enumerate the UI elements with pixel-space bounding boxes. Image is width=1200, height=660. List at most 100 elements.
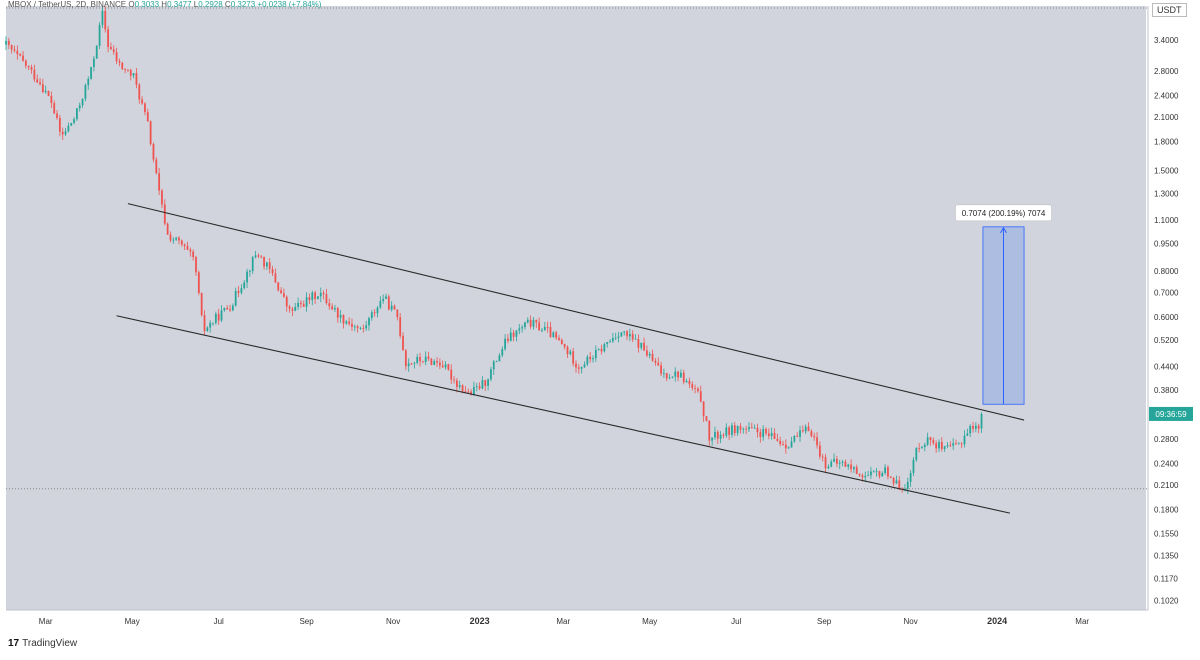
candle-body[interactable] xyxy=(654,360,657,363)
candle-body[interactable] xyxy=(858,473,861,476)
candle-body[interactable] xyxy=(915,448,918,460)
candle-body[interactable] xyxy=(498,355,501,362)
candle-body[interactable] xyxy=(631,334,634,340)
candle-body[interactable] xyxy=(336,307,339,318)
candle-body[interactable] xyxy=(526,319,529,323)
candle-body[interactable] xyxy=(623,331,626,333)
channel-lower-line[interactable] xyxy=(116,315,1010,514)
candle-body[interactable] xyxy=(212,322,214,324)
candle-body[interactable] xyxy=(801,430,804,432)
candle-body[interactable] xyxy=(884,467,887,474)
candle-body[interactable] xyxy=(345,321,348,324)
candle-body[interactable] xyxy=(813,436,816,438)
candle-body[interactable] xyxy=(70,122,73,126)
candle-body[interactable] xyxy=(611,338,614,342)
candle-body[interactable] xyxy=(575,363,577,368)
candle-body[interactable] xyxy=(328,303,331,307)
candle-body[interactable] xyxy=(246,271,248,283)
candle-body[interactable] xyxy=(640,342,643,348)
candle-body[interactable] xyxy=(311,292,314,301)
candle-body[interactable] xyxy=(974,425,977,429)
candle-body[interactable] xyxy=(688,380,691,385)
candle-body[interactable] xyxy=(793,436,796,442)
candle-body[interactable] xyxy=(660,365,662,374)
candle-body[interactable] xyxy=(421,361,424,363)
candle-body[interactable] xyxy=(501,349,504,356)
candle-body[interactable] xyxy=(705,416,708,421)
candle-body[interactable] xyxy=(283,293,285,297)
candle-body[interactable] xyxy=(118,61,121,63)
candle-body[interactable] xyxy=(183,244,186,247)
candle-body[interactable] xyxy=(589,356,592,360)
candle-body[interactable] xyxy=(909,472,912,482)
candle-body[interactable] xyxy=(980,413,983,429)
candle-body[interactable] xyxy=(325,294,328,304)
candle-body[interactable] xyxy=(308,297,311,301)
candle-body[interactable] xyxy=(966,433,969,436)
candle-body[interactable] xyxy=(572,351,575,364)
candle-body[interactable] xyxy=(268,262,271,270)
candle-body[interactable] xyxy=(597,348,600,350)
candle-body[interactable] xyxy=(810,431,813,437)
candle-body[interactable] xyxy=(563,344,566,347)
candle-body[interactable] xyxy=(835,458,838,464)
candle-body[interactable] xyxy=(314,292,317,299)
candle-body[interactable] xyxy=(677,371,679,378)
candle-body[interactable] xyxy=(935,443,938,449)
candle-body[interactable] xyxy=(41,84,44,93)
candle-body[interactable] xyxy=(351,323,353,327)
plot-background[interactable] xyxy=(6,6,1146,610)
candle-body[interactable] xyxy=(739,426,742,430)
candle-body[interactable] xyxy=(674,371,677,377)
candle-body[interactable] xyxy=(33,69,36,80)
candle-body[interactable] xyxy=(648,353,651,356)
candle-body[interactable] xyxy=(816,437,818,446)
candle-body[interactable] xyxy=(844,461,847,467)
candle-body[interactable] xyxy=(78,105,81,109)
candle-body[interactable] xyxy=(387,296,390,310)
candle-body[interactable] xyxy=(977,425,980,429)
channel-upper-line[interactable] xyxy=(127,203,1025,421)
candle-body[interactable] xyxy=(765,428,767,434)
candle-body[interactable] xyxy=(166,223,169,235)
candle-body[interactable] xyxy=(790,441,793,448)
candle-body[interactable] xyxy=(339,315,342,318)
candle-body[interactable] xyxy=(861,475,864,478)
candle-body[interactable] xyxy=(263,256,265,267)
candle-body[interactable] xyxy=(478,386,481,389)
candle-body[interactable] xyxy=(904,488,906,490)
candle-body[interactable] xyxy=(178,237,180,241)
candle-body[interactable] xyxy=(691,384,694,389)
candle-body[interactable] xyxy=(342,315,345,324)
candle-body[interactable] xyxy=(146,112,149,122)
candle-body[interactable] xyxy=(297,302,299,307)
candle-body[interactable] xyxy=(490,369,492,380)
candle-body[interactable] xyxy=(305,297,308,307)
candle-body[interactable] xyxy=(288,306,291,309)
candle-body[interactable] xyxy=(424,356,427,363)
candle-body[interactable] xyxy=(348,321,351,324)
candle-body[interactable] xyxy=(943,446,946,449)
candle-body[interactable] xyxy=(407,363,410,367)
candle-body[interactable] xyxy=(129,69,132,76)
candle-body[interactable] xyxy=(455,380,458,387)
candle-body[interactable] xyxy=(200,293,203,316)
candle-body[interactable] xyxy=(870,471,872,476)
candle-body[interactable] xyxy=(353,326,356,328)
candle-body[interactable] xyxy=(509,332,512,341)
candle-body[interactable] xyxy=(473,386,475,395)
candle-body[interactable] xyxy=(419,356,421,362)
candle-body[interactable] xyxy=(645,350,648,356)
candle-body[interactable] xyxy=(716,431,719,439)
candle-body[interactable] xyxy=(628,334,631,337)
candle-body[interactable] xyxy=(682,372,685,383)
candle-body[interactable] xyxy=(152,144,155,160)
candle-body[interactable] xyxy=(98,24,101,46)
candle-body[interactable] xyxy=(248,270,251,272)
candle-body[interactable] xyxy=(234,290,237,306)
candle-body[interactable] xyxy=(853,467,855,470)
candle-body[interactable] xyxy=(277,282,280,291)
candle-body[interactable] xyxy=(841,461,844,463)
candle-body[interactable] xyxy=(124,69,127,70)
